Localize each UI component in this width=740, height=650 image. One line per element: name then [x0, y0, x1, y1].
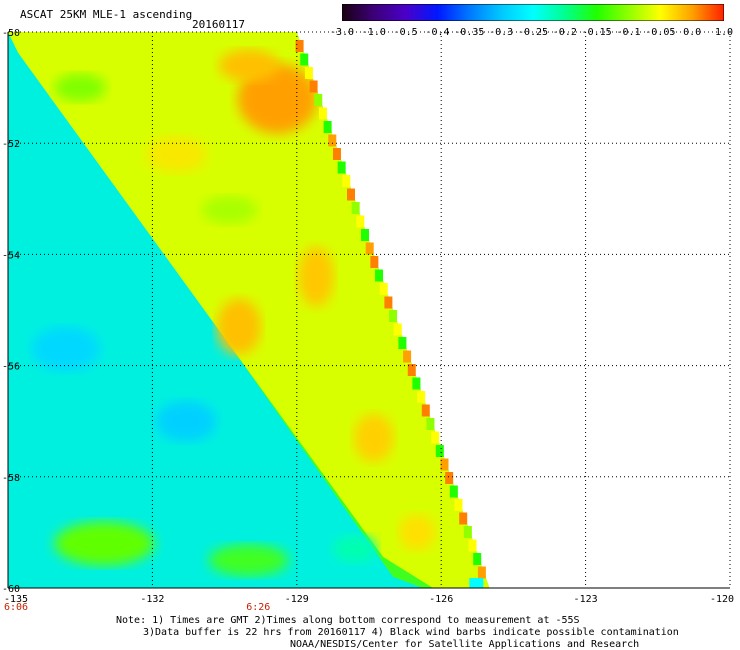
lon-label: -126: [429, 594, 453, 605]
lat-label: -52: [2, 139, 20, 150]
colorbar-tick-label: -3.0: [329, 27, 355, 38]
field-blob: [31, 326, 100, 371]
field-blob: [208, 544, 289, 577]
map-date: 20160117: [192, 18, 245, 31]
colorbar-gradient: [342, 4, 724, 21]
field-blob: [54, 521, 155, 566]
lat-label: -50: [2, 28, 20, 39]
lat-label: -58: [2, 473, 20, 484]
lon-label: -129: [285, 594, 309, 605]
time-label: 6:26: [246, 602, 270, 613]
field-blob: [237, 63, 318, 134]
lon-label: -120: [710, 594, 734, 605]
colorbar-tick-label: -0.35: [454, 27, 485, 38]
colorbar: [342, 4, 724, 21]
note-line-3: NOAA/NESDIS/Center for Satellite Applica…: [290, 639, 640, 650]
map-title: ASCAT 25KM MLE-1 ascending: [20, 8, 193, 21]
field-blob: [201, 195, 258, 224]
field-blob: [218, 49, 279, 82]
lat-label: -60: [2, 584, 20, 595]
wind-map: -50 -52 -54 -56 -58 -60-135 -132 -129 -126 -123 -1…: [2, 28, 734, 613]
field-blob: [156, 401, 217, 442]
field-blob: [353, 413, 394, 462]
lon-label: -132: [140, 594, 164, 605]
note-line-1: Note: 1) Times are GMT 2)Times along bot…: [116, 615, 580, 626]
colorbar-tick-label: -0.3: [489, 27, 514, 38]
swath-field: [8, 32, 490, 588]
swath-edge-pixels: [295, 40, 486, 588]
colorbar-tick-label: -0.4: [425, 27, 450, 38]
time-label: 6:06: [4, 602, 28, 613]
lat-label: -56: [2, 362, 20, 373]
field-blob: [399, 514, 436, 551]
field-blob: [54, 73, 107, 102]
colorbar-tick-label: -0.5: [393, 27, 418, 38]
note-line-2: 3)Data buffer is 22 hrs from 20160117 4)…: [143, 627, 679, 638]
field-blob: [298, 246, 335, 307]
lon-label: -123: [574, 594, 598, 605]
map-grid: [7, 31, 731, 589]
lat-label: -54: [2, 250, 20, 261]
field-blob: [217, 298, 262, 355]
colorbar-tick-label: -1.0: [361, 27, 386, 38]
field-blob: [146, 136, 207, 173]
field-blob: [332, 535, 377, 564]
lon-label: -135: [4, 594, 28, 605]
